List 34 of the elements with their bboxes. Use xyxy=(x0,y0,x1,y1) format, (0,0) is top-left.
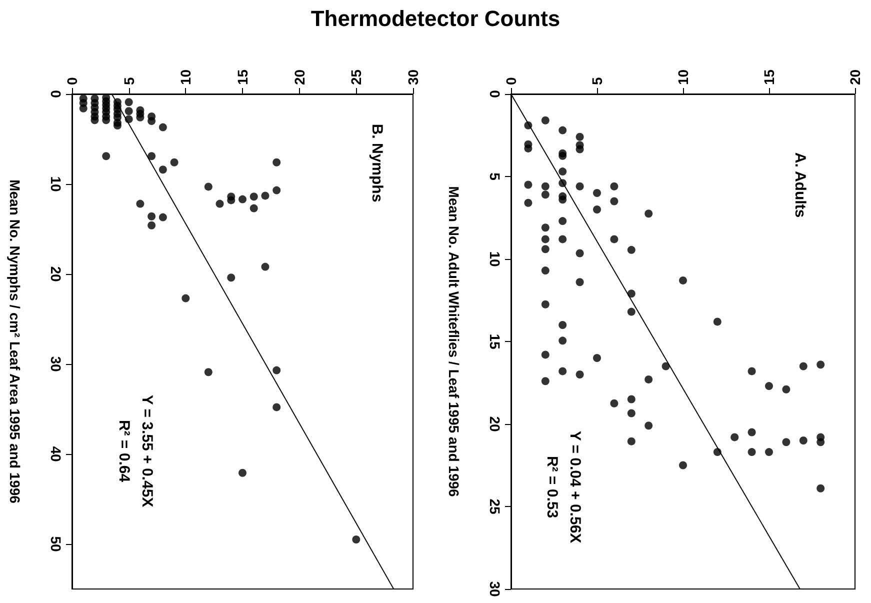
y-tick-label: 20 xyxy=(487,416,503,432)
x-tick-label: 25 xyxy=(348,69,364,85)
x-tick-label: 15 xyxy=(761,69,777,85)
annotation: Y = 0.04 + 0.56X xyxy=(566,430,584,544)
annotation: Y = 3.55 + 0.45X xyxy=(138,394,156,508)
x-tick-label: 15 xyxy=(234,69,250,85)
x-tick-label: 10 xyxy=(178,69,194,85)
x-tick-label: 0 xyxy=(64,77,80,85)
x-tick-label: 0 xyxy=(503,77,519,85)
y-tick-label: 0 xyxy=(487,90,503,98)
x-tick-label: 10 xyxy=(675,69,691,85)
y-tick-label: 20 xyxy=(48,266,64,282)
y-tick-label: 40 xyxy=(48,446,64,462)
y-tick-label: 0 xyxy=(48,90,64,98)
y-tick-label: 10 xyxy=(487,251,503,267)
x-tick-label: 20 xyxy=(291,69,308,85)
annotation: A. Adults xyxy=(792,152,808,218)
annotation: R² = 0.64 xyxy=(116,420,132,483)
x-tick-label: 30 xyxy=(405,69,421,85)
y-tick-label: 10 xyxy=(48,176,64,192)
annotation: B. Nymphs xyxy=(368,124,386,202)
x-tick-label: 20 xyxy=(847,69,863,85)
y-tick-label: 30 xyxy=(48,356,64,372)
x-tick-label: 5 xyxy=(589,77,605,85)
y-tick-label: 5 xyxy=(487,172,503,181)
y-tick-label: 15 xyxy=(487,334,503,350)
chart-title: Thermodetector Counts xyxy=(310,6,562,32)
y-tick-label: 30 xyxy=(487,581,503,597)
y-tick-label: 25 xyxy=(487,498,503,514)
annotation: R² = 0.53 xyxy=(544,456,560,518)
y-axis-title: Mean No. Nymphs / cm² Leaf Area 1995 and 1996 xyxy=(7,180,23,504)
y-axis-title: Mean No. Adult Whiteflies / Leaf 1995 and 1996 xyxy=(446,186,462,498)
x-tick-label: 5 xyxy=(120,77,137,85)
y-tick-label: 50 xyxy=(48,536,64,552)
